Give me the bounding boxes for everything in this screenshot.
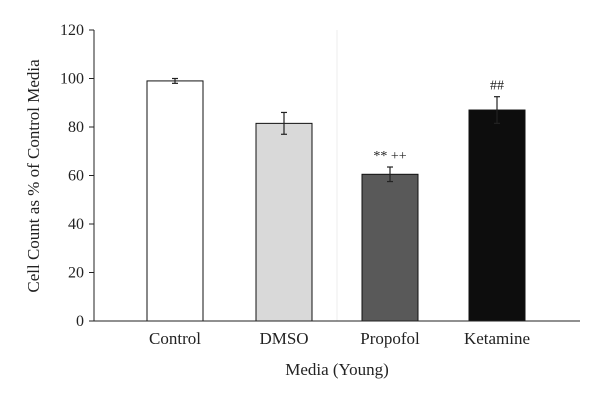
y-axis-title: Cell Count as % of Control Media: [24, 59, 43, 293]
bar-dmso: [255, 122, 313, 322]
y-axis-ticks: 0 20 40 60 80 100 120: [60, 22, 94, 330]
y-tick-label: 0: [76, 313, 84, 330]
x-tick-label: Propofol: [360, 329, 420, 348]
y-tick-label: 60: [68, 168, 84, 185]
error-bar-ketamine: [494, 96, 500, 124]
y-tick-label: 80: [68, 119, 84, 136]
error-bar-control: [172, 77, 178, 84]
x-tick-label: Ketamine: [464, 329, 530, 348]
x-tick-label: Control: [149, 329, 201, 348]
error-bar-dmso: [281, 111, 287, 135]
x-axis-title: Media (Young): [285, 360, 389, 379]
bar-propofol: [361, 173, 419, 322]
error-bars: [172, 77, 500, 183]
bars: [146, 80, 526, 322]
x-axis-labels: Control DMSO Propofol Ketamine: [149, 329, 530, 348]
y-tick-label: 100: [60, 71, 84, 88]
error-bar-propofol: [387, 166, 393, 183]
significance-label-propofol: ** ++: [373, 149, 406, 164]
bar-ketamine: [468, 109, 526, 322]
x-tick-label: DMSO: [259, 329, 308, 348]
y-tick-label: 40: [68, 216, 84, 233]
y-tick-label: 120: [60, 22, 84, 39]
bar-control: [146, 80, 204, 322]
y-tick-label: 20: [68, 265, 84, 282]
significance-label-ketamine: ##: [490, 79, 504, 94]
significance-annotations: ** ++ ##: [373, 79, 504, 164]
